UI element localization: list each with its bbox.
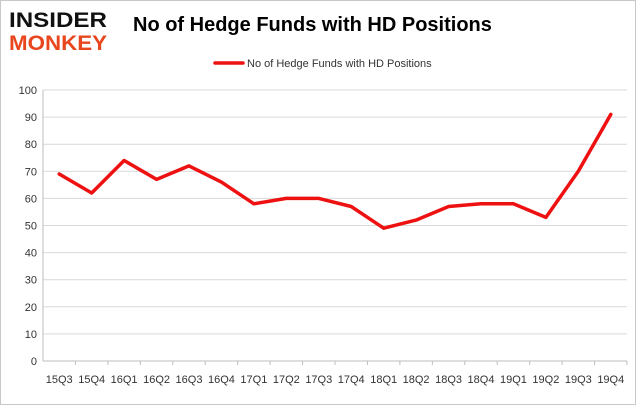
data-point	[155, 177, 159, 181]
data-point	[90, 191, 94, 195]
x-tick-label: 17Q4	[338, 374, 365, 386]
data-point	[57, 172, 61, 176]
y-tick-label: 40	[25, 248, 37, 260]
x-tick-label: 15Q3	[46, 374, 73, 386]
series-lines	[57, 112, 613, 230]
data-point	[544, 215, 548, 219]
insider-monkey-logo: INSIDER MONKEY	[9, 9, 107, 53]
legend-label: No of Hedge Funds with HD Positions	[247, 58, 432, 70]
data-point	[609, 112, 613, 116]
y-tick-label: 50	[25, 221, 37, 233]
x-tick-label: 17Q3	[305, 374, 332, 386]
x-tick-label: 16Q4	[208, 374, 235, 386]
data-point	[284, 196, 288, 200]
logo-line-1: INSIDER	[9, 9, 107, 32]
y-tick-label: 0	[31, 356, 37, 368]
data-point	[382, 226, 386, 230]
x-tick-label: 18Q1	[370, 374, 397, 386]
data-point	[511, 202, 515, 206]
legend: No of Hedge Funds with HD Positions	[213, 58, 432, 70]
x-tick-label: 15Q4	[78, 374, 105, 386]
x-tick-label: 16Q3	[176, 374, 203, 386]
data-point	[576, 169, 580, 173]
x-tick-label: 17Q1	[240, 374, 267, 386]
data-point	[479, 202, 483, 206]
x-tick-label: 18Q2	[403, 374, 430, 386]
x-tick-label: 19Q1	[500, 374, 527, 386]
x-tick-label: 19Q3	[565, 374, 592, 386]
x-tick-label: 18Q3	[435, 374, 462, 386]
y-tick-label: 70	[25, 166, 37, 178]
chart-title: No of Hedge Funds with HD Positions	[133, 14, 492, 36]
x-tick-label: 19Q4	[597, 374, 624, 386]
data-point	[187, 164, 191, 168]
x-tick-label: 18Q4	[468, 374, 495, 386]
data-point	[252, 202, 256, 206]
gridlines	[43, 89, 627, 362]
y-tick-label: 10	[25, 329, 37, 341]
y-tick-label: 20	[25, 302, 37, 314]
data-point	[219, 180, 223, 184]
y-tick-label: 90	[25, 112, 37, 124]
data-point	[317, 196, 321, 200]
data-point	[122, 158, 126, 162]
x-tick-labels: 15Q3 15Q4 16Q1 16Q2 16Q3 16Q4 17Q1 17Q2 17Q3 17Q4…	[46, 374, 624, 386]
y-tick-label: 80	[25, 139, 37, 151]
x-tick-label: 17Q2	[273, 374, 300, 386]
x-tick-label: 16Q1	[111, 374, 138, 386]
series-line	[57, 112, 613, 230]
y-tick-label: 100	[19, 85, 37, 97]
y-tick-labels: 0 10 20 30 40 50 60 70 80 90 100	[19, 85, 37, 368]
data-point	[447, 205, 451, 209]
x-tick-label: 16Q2	[143, 374, 170, 386]
data-point	[349, 205, 353, 209]
logo-line-2: MONKEY	[9, 32, 107, 53]
y-tick-label: 60	[25, 193, 37, 205]
axes	[42, 90, 628, 365]
data-point	[414, 218, 418, 222]
x-tick-label: 19Q2	[532, 374, 559, 386]
y-tick-label: 30	[25, 275, 37, 287]
